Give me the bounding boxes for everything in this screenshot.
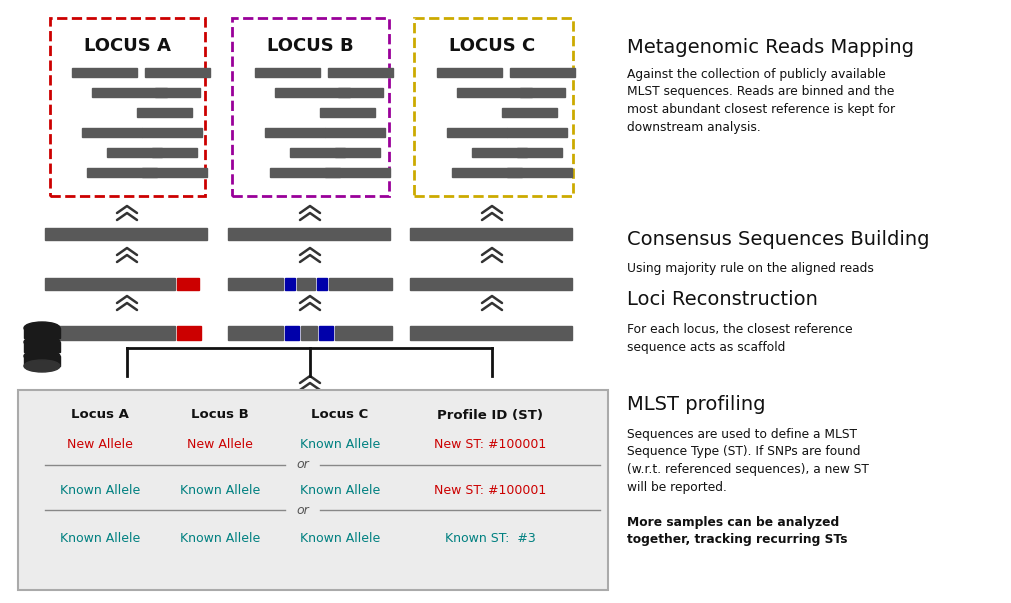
Bar [507,168,572,177]
Text: Locus A: Locus A [71,408,129,421]
Bar [472,148,527,157]
Bar [82,128,142,137]
Bar [290,148,345,157]
Bar [410,278,572,290]
Bar [177,326,201,340]
Text: LOCUS A: LOCUS A [84,37,171,55]
Bar [437,68,502,77]
Text: Profile ID (ST): Profile ID (ST) [437,408,543,421]
Bar [338,88,383,97]
Bar [325,128,385,137]
Bar [92,88,167,97]
Bar [142,168,207,177]
Bar [72,68,137,77]
Text: Known Allele: Known Allele [60,531,141,545]
Text: Sequences are used to define a MLST
Sequence Type (ST). If SNPs are found
(w.r.t: Sequences are used to define a MLST Sequ… [627,428,868,493]
Text: Locus B: Locus B [191,408,249,421]
Bar [447,128,507,137]
Bar [317,278,327,290]
Text: or: or [296,458,309,472]
Bar [502,108,557,117]
Bar [285,326,299,340]
Text: More samples can be analyzed
together, tracking recurring STs: More samples can be analyzed together, t… [627,516,847,546]
Bar [335,326,392,340]
Bar [255,68,320,77]
Text: Known Allele: Known Allele [300,438,380,452]
Text: Known Allele: Known Allele [300,484,380,496]
Bar [329,278,392,290]
Bar [275,88,350,97]
Bar [24,356,60,366]
Bar [137,108,192,117]
Text: Known Allele: Known Allele [180,484,260,496]
Bar [510,68,575,77]
Bar [301,326,317,340]
Bar [228,228,390,240]
Bar [228,278,283,290]
Bar [285,278,295,290]
Bar [228,326,283,340]
Text: Locus C: Locus C [311,408,369,421]
Bar [335,148,380,157]
FancyBboxPatch shape [18,390,608,590]
Text: New ST: #100001: New ST: #100001 [434,438,546,452]
Ellipse shape [24,350,60,362]
Text: Known ST:  #3: Known ST: #3 [445,531,536,545]
Bar [325,168,390,177]
Text: LOCUS B: LOCUS B [267,37,353,55]
Bar [152,148,197,157]
Ellipse shape [24,336,60,348]
Bar [145,68,210,77]
Bar [320,108,375,117]
Text: Metagenomic Reads Mapping: Metagenomic Reads Mapping [627,38,914,57]
Bar [297,278,315,290]
Bar [177,278,199,290]
Text: MLST profiling: MLST profiling [627,395,765,414]
Text: Consensus Sequences Building: Consensus Sequences Building [627,230,929,249]
Bar [520,88,565,97]
Bar [142,128,202,137]
Bar [45,228,207,240]
Text: New Allele: New Allele [187,438,253,452]
Text: Using majority rule on the aligned reads: Using majority rule on the aligned reads [627,262,874,275]
Ellipse shape [24,322,60,334]
Text: Known Allele: Known Allele [300,531,380,545]
Bar [410,326,572,340]
Bar [45,326,175,340]
Bar [452,168,522,177]
Bar [24,328,60,338]
Bar [270,168,340,177]
Bar [457,88,532,97]
Text: Known Allele: Known Allele [180,531,260,545]
Text: Known Allele: Known Allele [60,484,141,496]
Bar [24,342,60,352]
Bar [328,68,393,77]
Bar [107,148,162,157]
Bar [319,326,333,340]
Bar [507,128,567,137]
Bar [45,278,175,290]
Bar [517,148,562,157]
Bar [265,128,325,137]
Text: New Allele: New Allele [67,438,132,452]
Text: or: or [296,504,309,517]
Text: Against the collection of publicly available
MLST sequences. Reads are binned an: Against the collection of publicly avail… [627,68,895,133]
Ellipse shape [24,360,60,372]
Bar [87,168,157,177]
Text: Loci Reconstruction: Loci Reconstruction [627,290,818,309]
Text: For each locus, the closest reference
sequence acts as scaffold: For each locus, the closest reference se… [627,323,852,353]
Bar [410,228,572,240]
Bar [155,88,200,97]
Text: LOCUS C: LOCUS C [449,37,535,55]
Text: New ST: #100001: New ST: #100001 [434,484,546,496]
